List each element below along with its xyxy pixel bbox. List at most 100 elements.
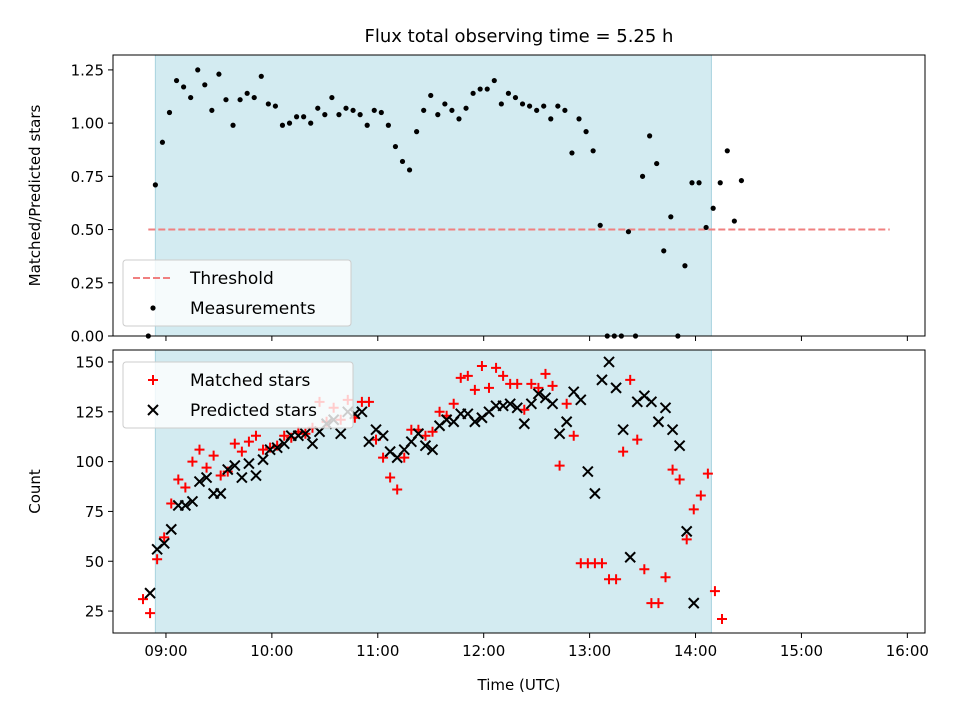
data-point — [583, 129, 589, 135]
data-point — [625, 229, 632, 235]
data-point — [378, 452, 389, 463]
data-point — [659, 402, 672, 414]
data-point — [519, 404, 530, 415]
data-point — [435, 112, 441, 118]
data-point — [540, 368, 551, 379]
data-point — [244, 90, 250, 96]
data-point — [258, 73, 264, 79]
legend-dot-marker — [150, 305, 156, 311]
data-point — [201, 462, 212, 473]
data-point — [724, 148, 730, 154]
data-point — [392, 143, 399, 150]
data-point — [561, 398, 572, 409]
panel-2: 09:00 10:00 11:00 12:00 13:00 14:00 15:00 16:00… — [26, 349, 929, 694]
data-point — [639, 173, 646, 179]
y-tick-label: 100 — [75, 453, 104, 471]
panel-1: 0.00 0.25 0.50 0.75 1.00 1.25 Flux total obser… — [26, 26, 926, 346]
data-point — [483, 382, 494, 393]
data-point — [680, 525, 693, 538]
data-point — [158, 537, 170, 550]
data-point — [448, 398, 459, 409]
data-point — [709, 586, 720, 597]
data-point — [504, 398, 516, 410]
chart-title: Flux total observing time = 5.25 h — [365, 26, 674, 47]
data-point — [406, 167, 413, 173]
y-tick-label: 0.00 — [71, 328, 104, 346]
data-point — [525, 398, 538, 410]
data-point — [611, 574, 622, 585]
data-point — [519, 101, 526, 107]
data-point — [412, 427, 425, 440]
legend-plus-marker — [148, 375, 158, 385]
data-point — [364, 122, 370, 128]
data-point — [378, 109, 384, 116]
data-point — [265, 101, 271, 107]
data-point — [553, 427, 566, 440]
data-point — [554, 460, 565, 471]
data-point — [526, 103, 533, 109]
data-point — [250, 430, 261, 441]
data-point — [165, 523, 177, 536]
y-tick-label: 125 — [75, 403, 104, 421]
data-point — [187, 456, 198, 467]
data-point — [335, 427, 347, 440]
data-point — [731, 218, 737, 224]
data-point — [173, 474, 184, 485]
data-point — [603, 356, 615, 368]
data-point — [512, 378, 523, 389]
data-point — [399, 158, 406, 165]
data-point — [279, 430, 290, 441]
data-point — [576, 116, 582, 122]
data-point — [555, 103, 561, 109]
legend-label: Matched stars — [190, 371, 310, 391]
x-tick-label: 11:00 — [356, 642, 399, 660]
data-point — [548, 116, 554, 122]
x-tick-label: 13:00 — [568, 642, 611, 660]
data-point — [639, 564, 650, 575]
data-point — [569, 150, 575, 156]
legend-label: Predicted stars — [190, 401, 317, 421]
data-point — [152, 182, 158, 188]
legend-x-marker — [147, 404, 159, 416]
data-point — [152, 554, 163, 565]
data-point — [491, 362, 502, 373]
data-point — [498, 101, 504, 107]
data-point — [214, 487, 227, 500]
data-point — [336, 112, 342, 118]
data-point — [456, 116, 462, 122]
data-point — [243, 436, 254, 447]
data-point — [428, 92, 434, 99]
data-point — [193, 475, 206, 488]
data-point — [434, 406, 445, 417]
data-point — [243, 457, 255, 470]
data-point — [590, 148, 596, 154]
data-point — [477, 86, 483, 92]
data-point — [145, 608, 156, 619]
data-point — [546, 398, 559, 410]
data-point — [308, 120, 314, 126]
data-point — [526, 378, 537, 389]
data-point — [533, 382, 544, 393]
data-point — [618, 446, 629, 457]
data-point — [610, 382, 622, 394]
data-point — [385, 122, 391, 128]
data-point — [589, 487, 601, 500]
data-point — [215, 470, 226, 481]
y-tick-label: 150 — [75, 353, 104, 371]
data-point — [181, 84, 187, 90]
data-point — [343, 105, 349, 111]
data-point — [250, 469, 262, 482]
data-point — [188, 94, 194, 101]
data-point — [421, 107, 427, 113]
data-point — [541, 103, 547, 109]
y-tick-label: 1.00 — [71, 115, 104, 133]
data-point — [286, 120, 293, 126]
data-point — [518, 418, 531, 430]
data-point — [322, 112, 328, 118]
data-point — [144, 587, 156, 599]
data-point — [258, 444, 269, 455]
data-point — [696, 180, 702, 186]
y-tick-label: 75 — [85, 503, 104, 521]
data-point — [159, 139, 166, 145]
